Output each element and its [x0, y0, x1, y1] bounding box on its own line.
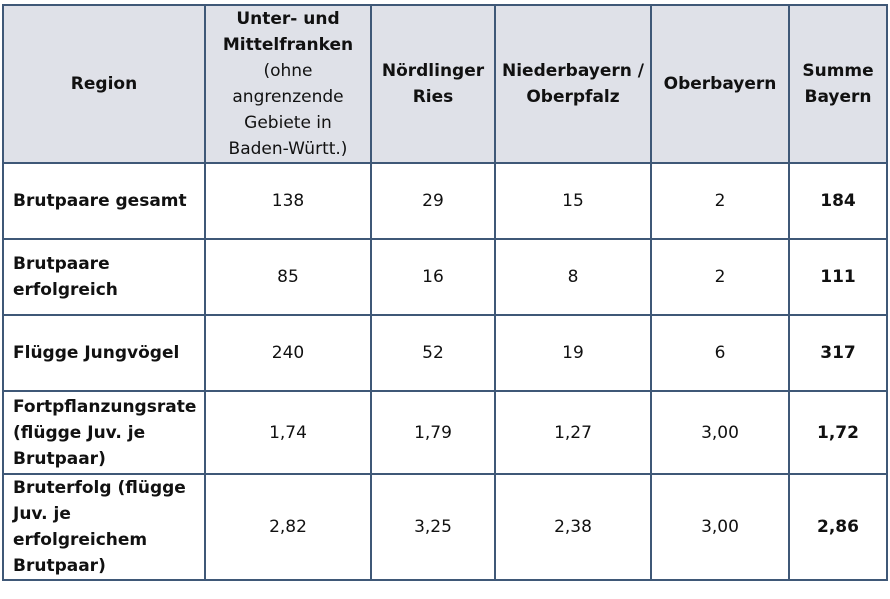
row-label-bruterfolg: Bruterfolg (flügge Juv. je erfolgreichem… [2, 473, 206, 581]
table-cell: 16 [370, 238, 496, 316]
header-niederbayern-oberpfalz: Niederbayern / Oberpfalz [494, 4, 652, 164]
table-cell: 85 [204, 238, 372, 316]
table-header-row: Region Unter- und Mittelfranken (ohne an… [2, 4, 888, 164]
table-cell: 2,38 [494, 473, 652, 581]
table-cell: 240 [204, 314, 372, 392]
table-cell: 8 [494, 238, 652, 316]
header-unter-mittelfranken-note: (ohne angrenzende Gebiete in Baden-Württ… [228, 61, 348, 159]
table-cell: 1,79 [370, 390, 496, 475]
row-label-brutpaare-erfolgreich: Brutpaare erfolgreich [2, 238, 206, 316]
table-cell: 2,82 [204, 473, 372, 581]
table-cell: 1,74 [204, 390, 372, 475]
row-label-fortpflanzungsrate: Fortpflanzungsrate (flügge Juv. je Brutp… [2, 390, 206, 475]
table-cell: 3,25 [370, 473, 496, 581]
total-cell: 2,86 [788, 473, 888, 581]
table-cell: 19 [494, 314, 652, 392]
table-cell: 52 [370, 314, 496, 392]
table-cell: 3,00 [650, 473, 790, 581]
header-unter-mittelfranken: Unter- und Mittelfranken (ohne angrenzen… [204, 4, 372, 164]
table-cell: 1,27 [494, 390, 652, 475]
header-summe-bayern: Summe Bayern [788, 4, 888, 164]
total-cell: 184 [788, 162, 888, 240]
table-cell: 6 [650, 314, 790, 392]
total-cell: 1,72 [788, 390, 888, 475]
header-oberbayern: Oberbayern [650, 4, 790, 164]
table-cell: 29 [370, 162, 496, 240]
table-row: Flügge Jungvögel 240 52 19 6 317 [2, 314, 888, 392]
header-noerdlinger-ries: Nördlinger Ries [370, 4, 496, 164]
table-row: Bruterfolg (flügge Juv. je erfolgreichem… [2, 473, 888, 581]
total-cell: 111 [788, 238, 888, 316]
table-row: Brutpaare erfolgreich 85 16 8 2 111 [2, 238, 888, 316]
table-cell: 2 [650, 162, 790, 240]
row-label-brutpaare-gesamt: Brutpaare gesamt [2, 162, 206, 240]
row-label-fluegge-jungvoegel: Flügge Jungvögel [2, 314, 206, 392]
table-cell: 138 [204, 162, 372, 240]
table-cell: 15 [494, 162, 652, 240]
breeding-statistics-table: Region Unter- und Mittelfranken (ohne an… [2, 4, 888, 581]
table-row: Brutpaare gesamt 138 29 15 2 184 [2, 162, 888, 240]
table-cell: 3,00 [650, 390, 790, 475]
header-region: Region [2, 4, 206, 164]
total-cell: 317 [788, 314, 888, 392]
header-unter-mittelfranken-title: Unter- und Mittelfranken [222, 9, 354, 55]
table-row: Fortpflanzungsrate (flügge Juv. je Brutp… [2, 390, 888, 475]
table-cell: 2 [650, 238, 790, 316]
